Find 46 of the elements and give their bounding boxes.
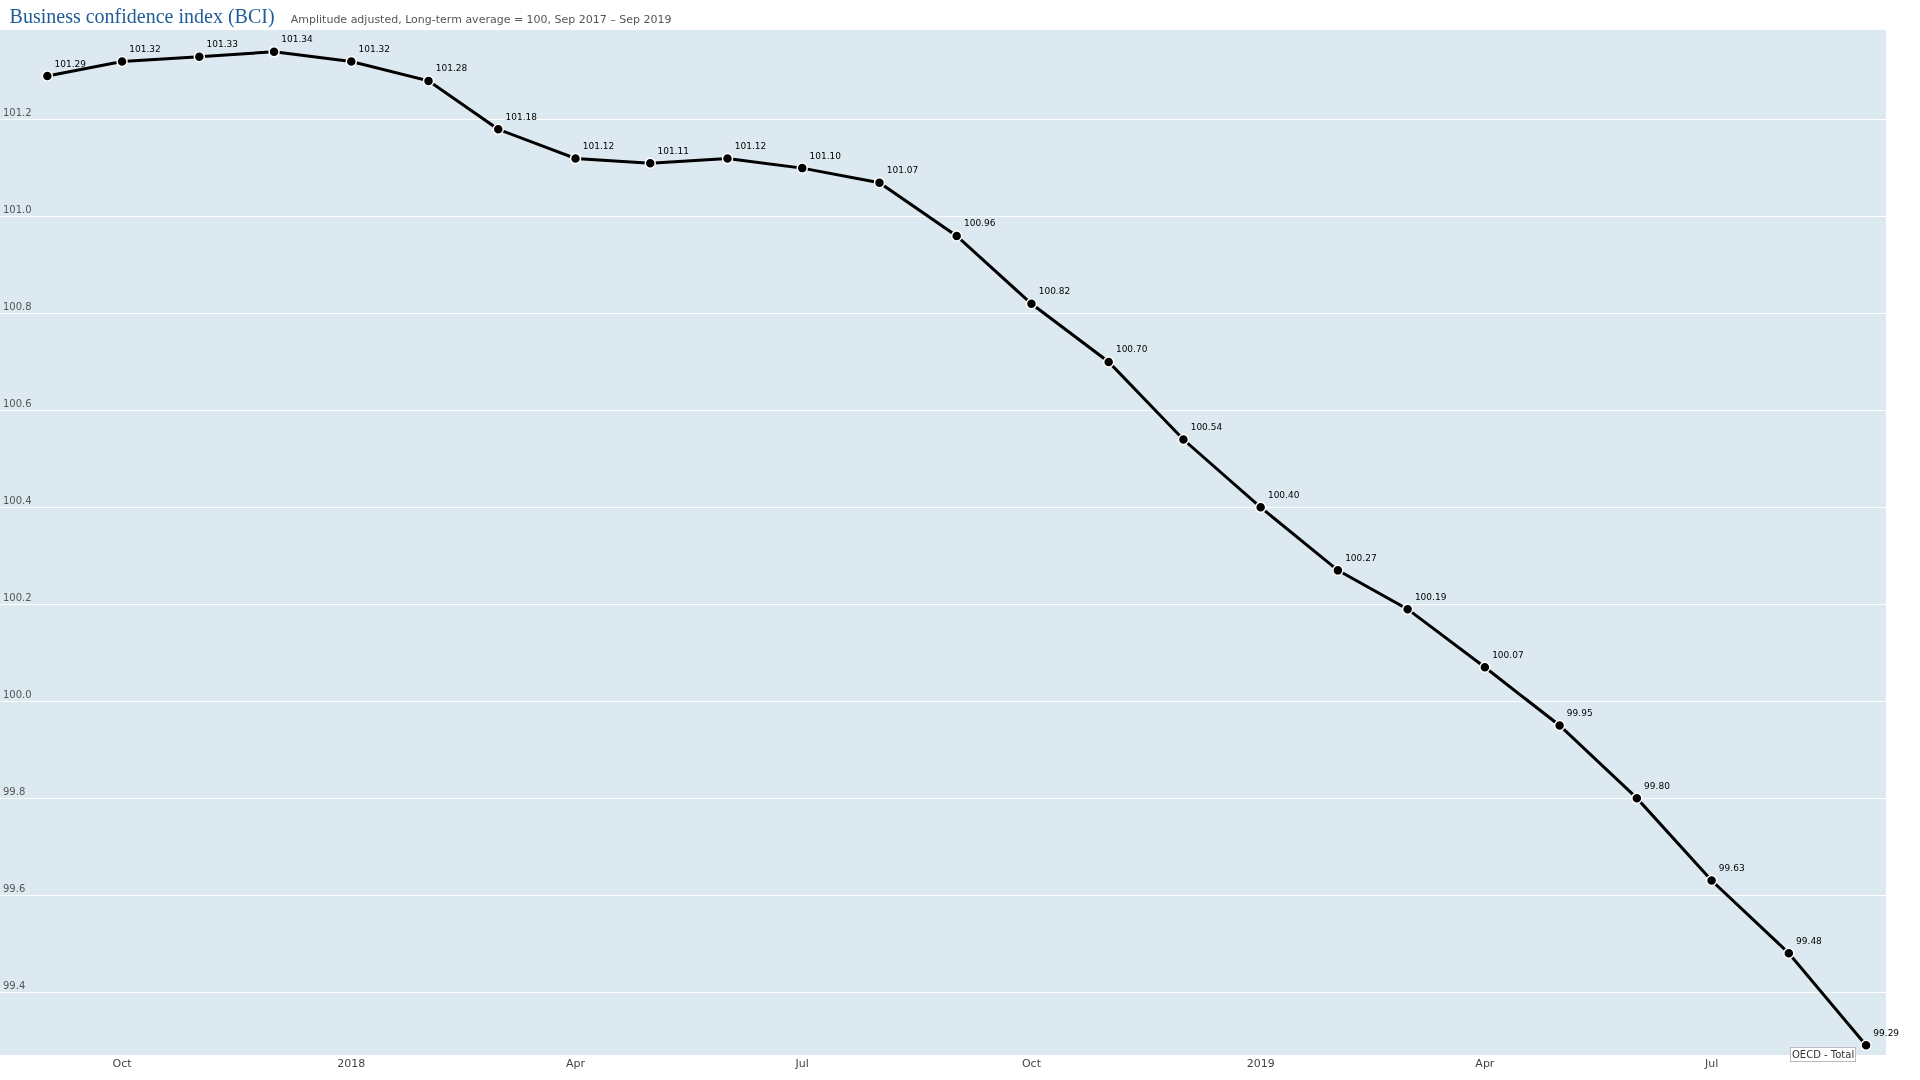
data-label: 99.80: [1644, 780, 1671, 791]
data-label: 101.32: [129, 44, 161, 54]
data-label: 101.11: [657, 145, 690, 156]
data-label: 101.32: [358, 44, 391, 54]
data-label: 100.54: [1190, 422, 1223, 433]
data-label: 99.48: [1796, 935, 1823, 946]
series-label: OECD - Total: [1792, 1049, 1855, 1060]
data-label: 101.10: [809, 150, 842, 161]
data-label: 101.12: [734, 140, 767, 151]
data-label: 100.70: [1115, 344, 1148, 355]
data-label: 100.19: [1414, 591, 1447, 602]
x-tick-label: Jul: [794, 1057, 809, 1070]
data-label: 101.12: [582, 140, 615, 151]
y-tick-label: 100.6: [3, 397, 32, 409]
data-label: 100.07: [1492, 649, 1524, 660]
chart-title: Business confidence index (BCI): [9, 4, 275, 28]
x-tick-label: Oct: [1021, 1057, 1042, 1070]
data-label: 100.96: [963, 218, 996, 229]
y-tick-label: 100.2: [3, 591, 32, 603]
data-label: 101.29: [54, 58, 87, 69]
x-tick-label: Apr: [566, 1057, 586, 1070]
x-tick-label: Oct: [112, 1057, 133, 1070]
data-label: 101.34: [281, 34, 314, 45]
data-label: 101.18: [505, 111, 538, 122]
data-label: 99.29: [1873, 1027, 1900, 1038]
x-tick-label: Jul: [1703, 1057, 1719, 1070]
y-tick-label: 99.4: [3, 979, 26, 991]
x-tick-label: 2018: [337, 1057, 366, 1070]
y-tick-label: 99.6: [3, 882, 26, 894]
data-label: 101.33: [206, 39, 239, 50]
data-label: 100.27: [1345, 552, 1377, 563]
chart-subtitle: Amplitude adjusted, Long-term average = 100, Sep 2017 – Sep 2019: [290, 12, 672, 26]
y-tick-label: 100.8: [3, 301, 32, 313]
x-tick-label: Apr: [1475, 1057, 1495, 1070]
data-label: 101.07: [886, 165, 919, 176]
data-label: 100.40: [1267, 489, 1300, 500]
y-tick-label: 101.0: [3, 204, 32, 216]
data-label: 99.63: [1718, 863, 1745, 874]
data-label: 99.95: [1566, 707, 1593, 718]
data-label: 101.28: [435, 63, 468, 74]
y-tick-label: 101.2: [3, 107, 32, 119]
x-tick-label: 2019: [1246, 1057, 1275, 1070]
y-tick-label: 100.0: [3, 688, 32, 700]
y-tick-label: 100.4: [3, 494, 32, 506]
data-label: 100.82: [1038, 286, 1071, 297]
y-tick-label: 99.8: [3, 785, 26, 797]
